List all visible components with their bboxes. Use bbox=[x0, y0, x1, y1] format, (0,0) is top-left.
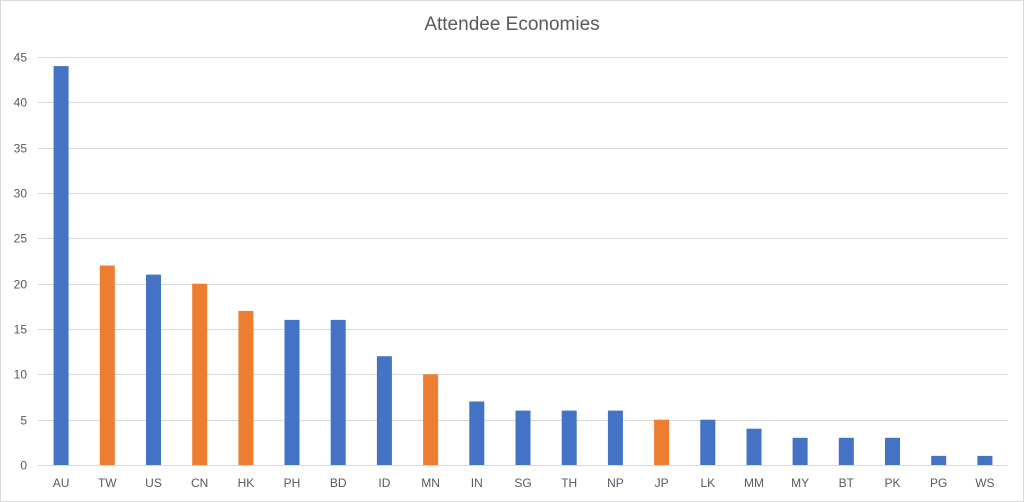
bar-bt bbox=[838, 437, 854, 465]
bar-pg bbox=[931, 455, 947, 465]
bar-pk bbox=[885, 437, 900, 465]
x-tick-label-jp: JP bbox=[655, 476, 669, 490]
y-tick-label: 20 bbox=[14, 278, 28, 292]
bar-th bbox=[561, 410, 577, 465]
y-tick-label: 35 bbox=[14, 142, 28, 156]
x-tick-label-au: AU bbox=[53, 476, 70, 490]
y-tick-label: 30 bbox=[14, 187, 28, 201]
chart-title: Attendee Economies bbox=[424, 14, 600, 35]
y-tick-label: 15 bbox=[14, 323, 28, 337]
x-tick-label-us: US bbox=[145, 476, 162, 490]
gridlines bbox=[38, 57, 1008, 466]
bar-cn bbox=[192, 283, 208, 465]
bar-ph bbox=[284, 319, 300, 465]
y-tick-label: 45 bbox=[14, 51, 28, 65]
x-tick-label-th: TH bbox=[561, 476, 577, 490]
bar-ws bbox=[977, 455, 993, 465]
bar-tw bbox=[99, 265, 115, 465]
x-tick-label-np: NP bbox=[607, 476, 624, 490]
bar-mm bbox=[746, 428, 762, 465]
y-tick-label: 5 bbox=[20, 414, 27, 428]
bar-sg bbox=[515, 410, 531, 465]
x-tick-label-sg: SG bbox=[514, 476, 531, 490]
bar-id bbox=[376, 356, 392, 465]
x-tick-label-mn: MN bbox=[421, 476, 440, 490]
y-tick-label: 25 bbox=[14, 232, 28, 246]
x-tick-label-pg: PG bbox=[930, 476, 947, 490]
x-tick-label-bd: BD bbox=[330, 476, 347, 490]
x-tick-label-mm: MM bbox=[744, 476, 764, 490]
bar-jp bbox=[654, 419, 670, 465]
bar-hk bbox=[238, 310, 254, 465]
bar-us bbox=[146, 274, 161, 465]
x-tick-label-tw: TW bbox=[98, 476, 117, 490]
bars bbox=[53, 66, 993, 465]
x-tick-label-in: IN bbox=[471, 476, 483, 490]
bar-my bbox=[792, 437, 808, 465]
bar-np bbox=[607, 410, 623, 465]
x-tick-label-bt: BT bbox=[839, 476, 855, 490]
y-tick-label: 40 bbox=[14, 96, 28, 110]
x-tick-label-ws: WS bbox=[975, 476, 994, 490]
x-tick-label-cn: CN bbox=[191, 476, 208, 490]
x-axis-tick-labels: AU TW US CN HK PH BD ID MN IN SG TH NP JP LK MM MY BT PK PG… bbox=[53, 476, 995, 490]
y-axis-tick-labels: 0 5 10 15 20 25 30 35 40 45 bbox=[14, 51, 28, 473]
bar-bd bbox=[330, 319, 346, 465]
x-tick-label-id: ID bbox=[378, 476, 390, 490]
y-tick-label: 10 bbox=[14, 368, 28, 382]
y-tick-label: 0 bbox=[20, 459, 27, 473]
x-tick-label-my: MY bbox=[791, 476, 809, 490]
x-tick-label-lk: LK bbox=[700, 476, 715, 490]
x-tick-label-pk: PK bbox=[884, 476, 900, 490]
bar-mn bbox=[423, 374, 439, 465]
bar-au bbox=[53, 66, 69, 465]
x-tick-label-ph: PH bbox=[284, 476, 301, 490]
bar-lk bbox=[700, 419, 716, 465]
bar-in bbox=[469, 401, 485, 465]
x-tick-label-hk: HK bbox=[238, 476, 255, 490]
